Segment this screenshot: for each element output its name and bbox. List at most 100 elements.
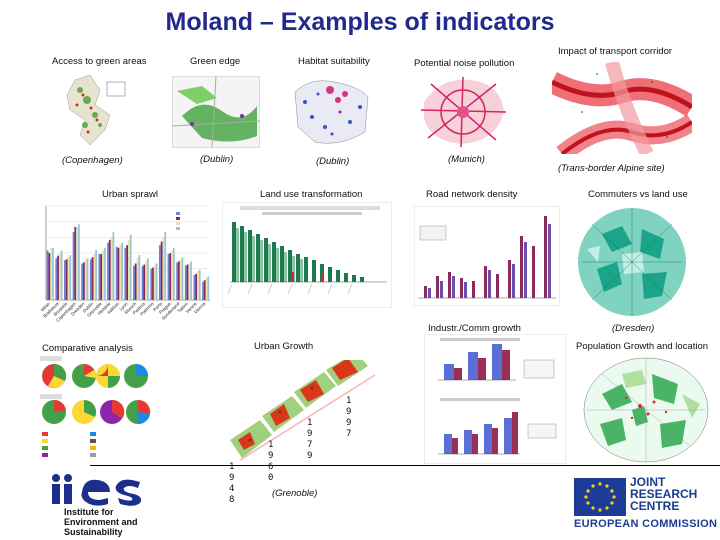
label-road-density: Road network density xyxy=(426,189,518,200)
sprawl-bar xyxy=(58,253,61,300)
sprawl-bar xyxy=(46,250,49,300)
sprawl-bar xyxy=(128,239,130,300)
page-title: Moland – Examples of indicators xyxy=(165,8,555,36)
sprawl-legend-swatch xyxy=(176,212,180,215)
place-alpine: (Trans-border Alpine site) xyxy=(558,163,665,174)
sprawl-bar xyxy=(93,254,96,300)
sprawl-bar xyxy=(103,247,106,300)
sprawl-bar xyxy=(64,260,66,300)
sprawl-bar xyxy=(89,259,92,300)
sprawl-bar xyxy=(117,247,120,300)
transport-corridor-map xyxy=(552,62,692,154)
sprawl-bar xyxy=(72,232,75,300)
sprawl-bar xyxy=(115,246,118,300)
sprawl-bar xyxy=(86,258,89,300)
sprawl-bar xyxy=(207,276,210,300)
sprawl-bar xyxy=(55,258,58,300)
sprawl-bar xyxy=(184,265,187,300)
sprawl-bar xyxy=(197,271,199,300)
jrc-line-2: RESEARCH xyxy=(630,487,698,501)
sprawl-bar xyxy=(138,255,141,300)
sprawl-bar xyxy=(48,253,51,300)
label-industr-growth: Industr./Comm growth xyxy=(428,323,521,334)
sprawl-bar xyxy=(124,247,127,300)
label-urban-growth: Urban Growth xyxy=(254,341,314,352)
sprawl-bar xyxy=(193,274,196,300)
jrc-text: JOINT RESEARCH CENTRE xyxy=(630,476,697,512)
sprawl-bar xyxy=(158,245,161,300)
sprawl-bar xyxy=(134,263,137,300)
sprawl-legend-swatch xyxy=(176,217,180,220)
label-green-edge: Green edge xyxy=(190,56,241,67)
land-use-chart xyxy=(222,202,392,308)
ies-line-3: Sustainability xyxy=(64,527,123,537)
sprawl-bar xyxy=(178,261,180,300)
sprawl-bar xyxy=(152,267,154,300)
sprawl-bar xyxy=(188,263,191,300)
sprawl-bar xyxy=(107,242,109,300)
sprawl-bar xyxy=(121,242,123,300)
sprawl-bar xyxy=(176,262,179,300)
place-dublin-2: (Dublin) xyxy=(316,156,350,167)
place-grenoble: (Grenoble) xyxy=(272,488,318,499)
sprawl-bar xyxy=(147,258,149,300)
sprawl-bar xyxy=(108,239,111,300)
sprawl-bar xyxy=(126,245,128,300)
green-edge-map xyxy=(172,76,260,148)
sprawl-bar xyxy=(179,259,182,300)
label-transport: Impact of transport corridor xyxy=(558,46,673,57)
sprawl-bar xyxy=(181,257,184,300)
sprawl-bar xyxy=(141,266,144,300)
label-habitat: Habitat suitability xyxy=(298,56,370,67)
sprawl-bar xyxy=(112,232,115,300)
sprawl-bar xyxy=(155,263,158,300)
place-copenhagen: (Copenhagen) xyxy=(62,155,123,166)
sprawl-bar xyxy=(195,273,198,300)
road-density-chart xyxy=(414,206,560,306)
sprawl-bar xyxy=(98,254,101,300)
label-noise: Potential noise pollution xyxy=(414,58,515,69)
sprawl-legend-swatch xyxy=(176,227,180,230)
ec-text: EUROPEAN COMMISSION xyxy=(574,518,718,530)
sprawl-bar xyxy=(186,264,189,300)
sprawl-bar xyxy=(133,265,135,300)
sprawl-bar xyxy=(198,269,201,300)
sprawl-bar xyxy=(67,257,70,300)
sprawl-tick-label: Lyon xyxy=(118,301,129,312)
label-comparative: Comparative analysis xyxy=(42,343,133,354)
sprawl-bar xyxy=(83,262,85,300)
eu-flag-icon xyxy=(574,478,626,516)
sprawl-bar xyxy=(136,258,139,300)
jrc-line-1: JOINT xyxy=(630,475,666,489)
sprawl-bar xyxy=(81,263,84,300)
sprawl-bar xyxy=(167,254,170,300)
sprawl-legend-swatch xyxy=(176,222,180,225)
urban-sprawl-chart: Milan Bratislava Brussels Copenhagen Dresden… xyxy=(28,200,214,335)
population-growth-map xyxy=(582,354,710,464)
sprawl-bar xyxy=(119,245,122,300)
sprawl-bar xyxy=(160,241,163,300)
place-dublin-1: (Dublin) xyxy=(200,154,234,165)
sprawl-bar xyxy=(57,255,59,300)
industr-growth-charts xyxy=(424,334,566,464)
urban-growth-maps xyxy=(220,360,380,468)
place-dresden: (Dresden) xyxy=(612,323,655,334)
sprawl-bar xyxy=(162,237,165,300)
commuters-map xyxy=(572,204,692,320)
label-green-areas: Access to green areas xyxy=(52,56,147,67)
sprawl-bar xyxy=(143,264,146,300)
sprawl-bar xyxy=(50,247,53,300)
habitat-map xyxy=(290,72,372,150)
label-commuters: Commuters vs land use xyxy=(588,189,688,200)
label-population: Population Growth and location xyxy=(576,341,709,352)
sprawl-bar xyxy=(100,254,103,300)
sprawl-bar xyxy=(102,250,104,300)
sprawl-bar xyxy=(110,237,113,300)
sprawl-bar xyxy=(169,253,172,300)
divider-line xyxy=(90,465,720,466)
sprawl-bar xyxy=(65,259,68,300)
